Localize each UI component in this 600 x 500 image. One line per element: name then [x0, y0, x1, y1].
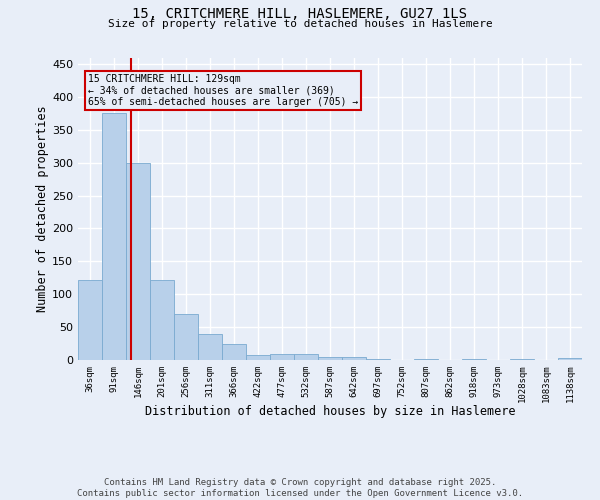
Bar — [102, 114, 126, 360]
Bar — [270, 354, 294, 360]
Bar — [78, 280, 102, 360]
Bar — [558, 358, 582, 360]
Bar — [174, 314, 198, 360]
Bar — [126, 162, 150, 360]
Bar — [294, 354, 318, 360]
Text: Contains HM Land Registry data © Crown copyright and database right 2025.
Contai: Contains HM Land Registry data © Crown c… — [77, 478, 523, 498]
X-axis label: Distribution of detached houses by size in Haslemere: Distribution of detached houses by size … — [145, 406, 515, 418]
Bar — [246, 356, 270, 360]
Bar — [198, 334, 222, 360]
Y-axis label: Number of detached properties: Number of detached properties — [36, 106, 49, 312]
Bar — [510, 358, 534, 360]
Bar — [222, 344, 246, 360]
Text: Size of property relative to detached houses in Haslemere: Size of property relative to detached ho… — [107, 19, 493, 29]
Bar — [318, 356, 342, 360]
Text: 15, CRITCHMERE HILL, HASLEMERE, GU27 1LS: 15, CRITCHMERE HILL, HASLEMERE, GU27 1LS — [133, 8, 467, 22]
Text: 15 CRITCHMERE HILL: 129sqm
← 34% of detached houses are smaller (369)
65% of sem: 15 CRITCHMERE HILL: 129sqm ← 34% of deta… — [88, 74, 358, 108]
Bar — [150, 280, 174, 360]
Bar — [342, 356, 366, 360]
